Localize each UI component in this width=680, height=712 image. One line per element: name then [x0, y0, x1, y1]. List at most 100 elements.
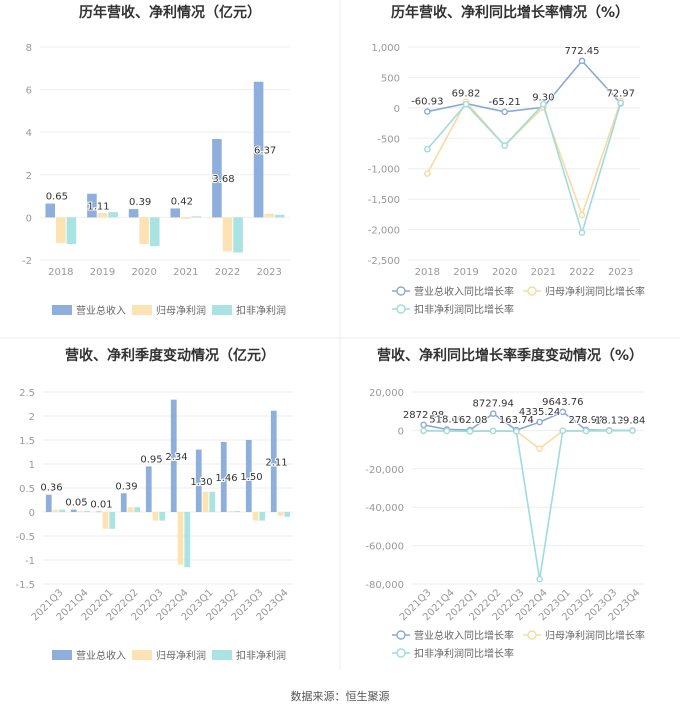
bar-2 [52, 509, 59, 512]
bar-1 [87, 193, 97, 218]
y-tick-label: 4 [26, 128, 32, 139]
point-3 [629, 427, 636, 434]
point-1 [420, 421, 427, 429]
bar-2 [56, 217, 66, 243]
y-tick-label: -1,500 [368, 195, 400, 206]
data-label: 1.50 [240, 472, 262, 483]
y-tick-label: -80,000 [365, 580, 404, 591]
series-line-2 [426, 100, 622, 218]
point-1 [489, 410, 497, 417]
data-label: 2.11 [265, 457, 287, 468]
series-line-3 [423, 429, 633, 580]
bar-3 [109, 512, 116, 529]
x-tick-label: 2020 [131, 267, 156, 278]
bar-2 [227, 511, 234, 512]
point-3 [466, 428, 474, 435]
legend-marker [527, 630, 537, 640]
y-tick-label: 0.5 [19, 484, 35, 495]
x-tick-label: 2023 [608, 267, 633, 278]
data-label: 278.94 [569, 415, 604, 426]
x-tick-label: 2020 [492, 267, 517, 278]
y-tick-label: 500 [381, 73, 400, 84]
point-3 [443, 427, 451, 435]
bar-1 [170, 208, 181, 218]
legend-label: 营业总收入同比增长率 [414, 629, 514, 642]
point-1 [501, 108, 508, 116]
bar-2 [102, 512, 109, 529]
bar-3 [149, 217, 160, 247]
y-tick-label: 1 [29, 460, 35, 471]
bar-1 [45, 203, 56, 218]
legend-label: 归母净利润同比增长率 [545, 285, 645, 298]
bar-2 [97, 213, 108, 218]
bar-2 [264, 213, 274, 218]
bar-1 [270, 410, 277, 512]
legend-label: 扣非净利润 [236, 649, 286, 662]
x-tick-label: 2018 [48, 267, 73, 278]
data-label: 2.34 [165, 452, 187, 463]
bar-3 [191, 216, 202, 218]
x-tick-label: 2018 [415, 267, 440, 278]
bar-3 [84, 511, 91, 512]
y-tick-label: -2,500 [368, 256, 400, 267]
data-label: 2872.98 [403, 410, 444, 421]
bar-3 [259, 512, 266, 521]
point-2 [424, 170, 431, 177]
point-1 [559, 408, 567, 416]
data-label: 4335.24 [519, 407, 560, 418]
chart-3: 营收、净利季度变动情况（亿元）-1.5-1-0.500.511.522.5202… [15, 347, 293, 662]
data-label: 9.30 [532, 92, 554, 103]
point-2 [536, 445, 543, 452]
legend-label: 扣非净利润同比增长率 [414, 303, 514, 316]
bar-1 [253, 81, 264, 218]
y-tick-label: 1.5 [19, 436, 35, 447]
bar-3 [209, 491, 216, 512]
bar-3 [159, 512, 166, 521]
y-tick-label: -40,000 [365, 503, 404, 514]
y-tick-label: 2 [26, 171, 32, 182]
chart-4: 营收、净利同比增长率季度变动情况（%） -80,000 -60,000 -40,000… [365, 347, 646, 660]
bar-2 [177, 512, 184, 565]
legend-label: 扣非净利润 [236, 304, 286, 317]
bar-3 [134, 507, 141, 512]
series-line-2 [423, 429, 633, 450]
bar-2 [139, 217, 149, 245]
bar-3 [234, 511, 241, 512]
data-label: 0.39 [115, 481, 137, 492]
chart-title: 历年营收、净利情况（亿元） [79, 4, 261, 21]
bar-1 [70, 509, 77, 512]
data-label: 0.39 [129, 197, 151, 208]
data-label: 8727.94 [473, 399, 514, 410]
bar-1 [245, 440, 252, 512]
data-label: 18.13 [595, 415, 624, 426]
legend-swatch [52, 305, 72, 315]
legend-label: 营业总收入 [76, 649, 126, 662]
bar-3 [108, 212, 118, 218]
y-tick-label: -1.5 [15, 580, 35, 591]
point-3 [420, 427, 427, 435]
point-1 [578, 57, 586, 65]
bar-1 [120, 493, 127, 512]
x-tick-label: 2022 [569, 267, 594, 278]
data-label: 1.30 [190, 477, 212, 488]
data-label: -9.84 [619, 415, 645, 426]
data-label: 0.95 [140, 454, 162, 465]
bar-2 [252, 512, 259, 521]
chart-title: 历年营收、净利同比增长率情况（%） [391, 4, 629, 21]
bar-2 [277, 512, 284, 516]
y-tick-label: 0 [29, 508, 35, 519]
point-1 [424, 108, 431, 115]
data-label: -65.21 [489, 97, 521, 108]
y-tick-label: -60,000 [365, 542, 404, 553]
data-label: 0.01 [90, 500, 112, 511]
series-line-1 [427, 59, 622, 113]
data-label: 0.65 [46, 192, 68, 203]
legend-swatch [212, 650, 232, 660]
y-tick-label: 6 [26, 86, 32, 97]
data-label: 518.00 [429, 414, 464, 425]
data-label: 1.11 [87, 202, 109, 213]
bar-1 [195, 449, 202, 512]
legend-marker [396, 304, 406, 314]
point-3 [559, 427, 567, 435]
